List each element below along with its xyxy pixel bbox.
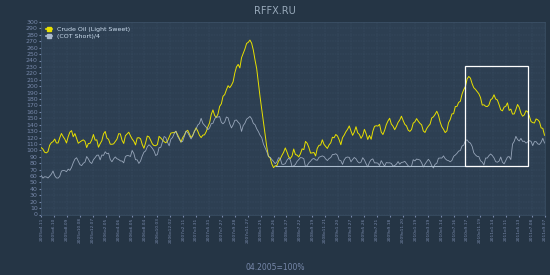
Legend: Crude Oil (Light Sweet), (COT Short)/4: Crude Oil (Light Sweet), (COT Short)/4 bbox=[45, 25, 131, 41]
Bar bbox=[465, 66, 529, 166]
Text: 04.2005=100%: 04.2005=100% bbox=[245, 263, 305, 272]
Text: RFFX.RU: RFFX.RU bbox=[254, 6, 296, 15]
